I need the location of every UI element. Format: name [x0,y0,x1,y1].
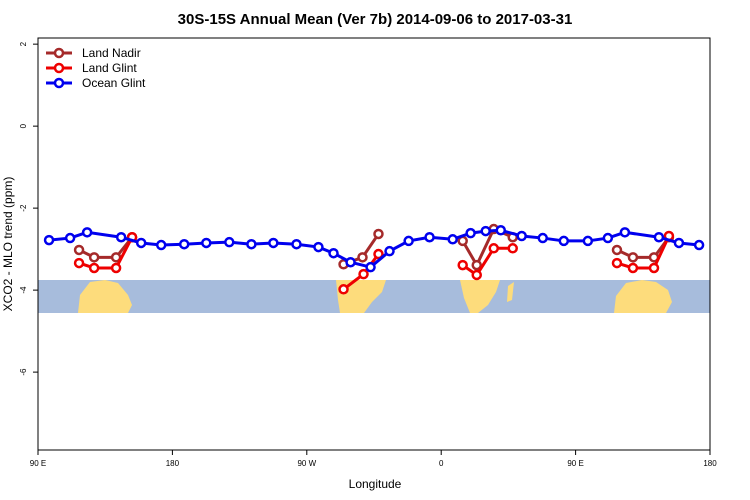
x-tick-label: 180 [703,459,717,468]
y-tick-label: 2 [19,41,28,46]
legend-marker [53,47,65,59]
point [73,244,85,256]
point [495,225,507,236]
point [224,236,235,248]
point [291,238,302,250]
point [110,262,122,274]
x-axis-label: Longitude [349,477,402,491]
point [338,284,349,295]
point [611,257,623,269]
point [465,227,476,239]
point [627,262,639,274]
point [178,238,190,250]
point [457,259,468,271]
point [516,230,527,242]
point [582,235,594,247]
point [653,231,665,243]
plot-frame [37,37,711,451]
point [627,252,639,263]
point [673,237,685,249]
series [43,225,705,273]
point [115,231,127,243]
point [373,228,384,240]
point [488,243,500,254]
y-tick-label: -4 [19,286,28,294]
x-tick-label: 180 [166,459,180,468]
point [313,241,324,253]
point [447,234,458,245]
y-tick-label: -2 [19,204,28,212]
point [471,269,482,281]
point [619,227,631,238]
point [328,247,339,259]
point [403,235,414,247]
map-strip [38,280,710,313]
y-axis-label: XCO2 - MLO trend (ppm) [1,177,15,312]
point [602,232,614,244]
point [471,259,482,271]
point [480,225,491,237]
point [345,256,356,268]
point [373,248,384,260]
point [88,252,100,263]
point [558,235,570,247]
point [64,232,76,244]
series [73,230,675,295]
point [81,227,93,238]
point [365,261,376,273]
x-tick-label: 90 E [567,459,583,468]
point [648,262,660,274]
point [424,231,435,243]
point [507,243,518,254]
y-tick-label: 0 [19,123,28,128]
point [88,262,100,274]
point [73,257,85,269]
point [384,245,395,257]
point [155,239,167,251]
point [693,239,705,251]
legend-marker [53,62,65,74]
x-tick-label: 0 [439,459,444,468]
point [43,234,55,246]
point [201,237,212,249]
point [611,244,623,256]
legend-label: Ocean Glint [82,76,146,90]
y-tick-label: -6 [19,368,28,376]
legend-label: Land Glint [82,61,137,75]
point [537,232,548,244]
legend-label: Land Nadir [82,46,141,60]
point [246,238,257,250]
point [135,237,147,249]
x-tick-label: 90 W [297,459,316,468]
legend-marker [53,77,65,89]
chart-title: 30S-15S Annual Mean (Ver 7b) 2014-09-06 … [178,11,573,28]
point [357,252,368,263]
x-tick-label: 90 E [30,459,46,468]
point [358,268,369,280]
point [268,237,279,249]
